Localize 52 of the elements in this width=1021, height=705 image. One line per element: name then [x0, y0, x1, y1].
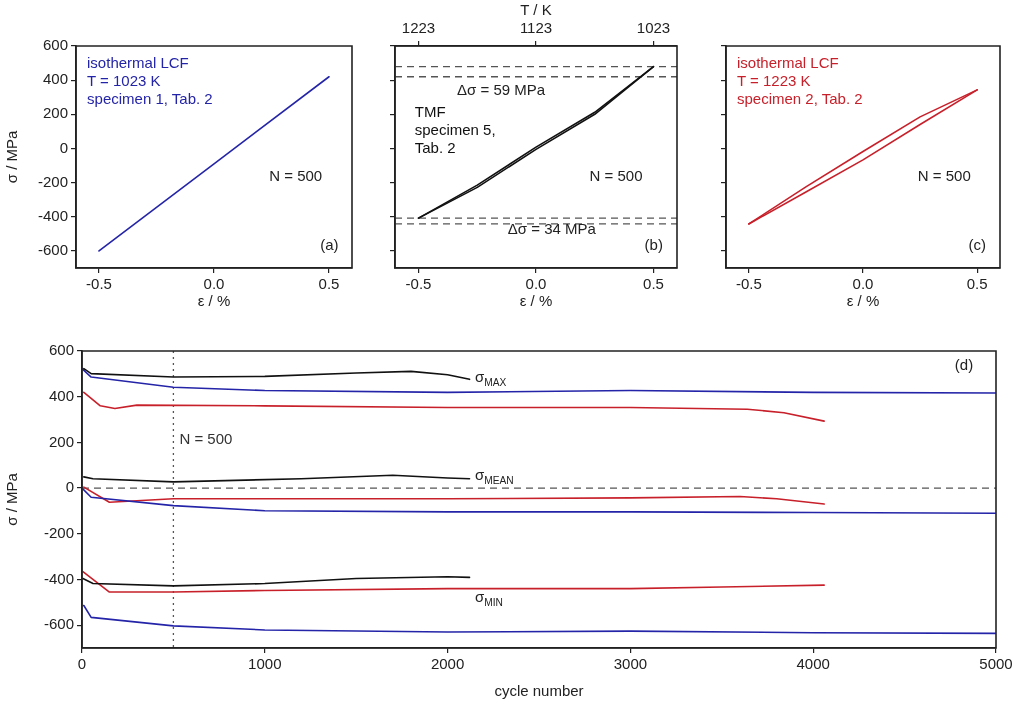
y-tick-label: -400 [43, 569, 74, 587]
y-tick-label: -200 [43, 523, 74, 541]
x-tick-label: 0 [77, 655, 87, 673]
annotation: (a) [320, 235, 339, 253]
x-tick-label: 0.5 [643, 275, 664, 293]
x-tick-label: 2000 [430, 655, 465, 673]
y-tick-label: 400 [42, 70, 68, 88]
x-tick-label: 5000 [979, 655, 1013, 673]
x-tick-label: -0.5 [86, 275, 112, 293]
x2-tick-label: 1123 [519, 19, 553, 37]
y-tick-label: -200 [37, 172, 68, 190]
x2-tick-label: 1023 [636, 19, 671, 37]
y-tick-label: 0 [59, 138, 68, 156]
y-tick-label: 200 [48, 432, 74, 450]
x-tick-label: 4000 [796, 655, 830, 673]
x-tick-label: 0.0 [525, 275, 547, 293]
x-tick-label: 0.0 [203, 275, 225, 293]
annotation: (d) [954, 355, 974, 373]
annotation: isothermal LCF T = 1023 K specimen 1, Tab. 2 [87, 53, 213, 107]
y-tick-label: 600 [48, 341, 74, 359]
x-tick-label: 1000 [248, 655, 282, 673]
y-axis-title: σ / MPa [3, 472, 21, 526]
y-tick-label: 0 [65, 478, 74, 496]
annotation: Δσ = 34 MPa [507, 220, 597, 238]
x-axis-title: ε / % [197, 292, 231, 310]
y-tick-label: 400 [48, 386, 74, 404]
x-tick-label: 0.5 [966, 275, 988, 293]
x-axis-title: ε / % [519, 292, 553, 310]
annotation: isothermal LCF T = 1223 K specimen 2, Tab. 2 [736, 53, 863, 107]
x-tick-label: 3000 [613, 655, 648, 673]
y-tick-label: -400 [37, 206, 68, 224]
annotation: TMF specimen 5, Tab. 2 [414, 102, 496, 156]
x-tick-label: -0.5 [735, 275, 762, 293]
y-tick-label: -600 [43, 615, 74, 633]
x-tick-label: 0.5 [318, 275, 340, 293]
x-tick-label: 0.0 [852, 275, 874, 293]
x-axis-title: ε / % [846, 292, 880, 310]
annotation: N = 500 [269, 167, 323, 185]
y-tick-label: -600 [37, 241, 68, 259]
annotation: N = 500 [917, 167, 971, 185]
annotation: (b) [644, 235, 663, 253]
annotation: Δσ = 59 MPa [457, 80, 546, 98]
x2-axis-title: T / K [520, 1, 552, 19]
y-tick-label: 600 [42, 36, 68, 54]
ref-line-label: N = 500 [179, 430, 233, 448]
x-axis-title: cycle number [494, 682, 584, 700]
x-tick-label: -0.5 [405, 275, 432, 293]
y-axis-title: σ / MPa [3, 130, 21, 184]
annotation: N = 500 [589, 167, 643, 185]
x2-tick-label: 1223 [401, 19, 436, 37]
y-tick-label: 200 [42, 104, 68, 122]
annotation: (c) [968, 235, 986, 253]
